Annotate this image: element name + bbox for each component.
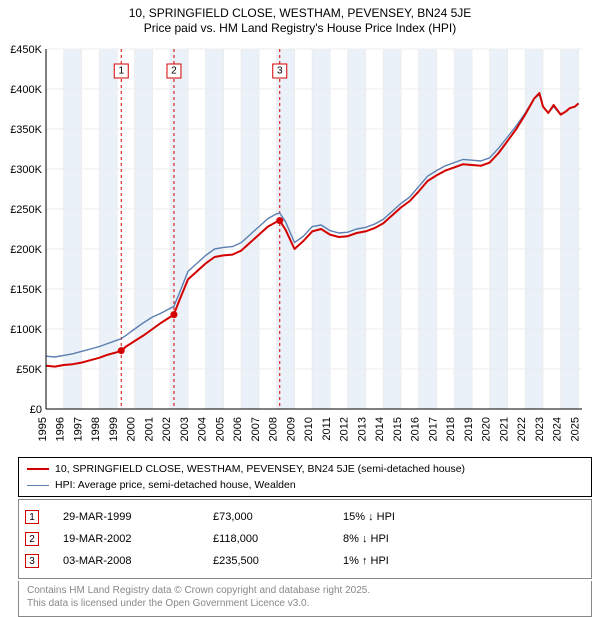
footer-attribution: Contains HM Land Registry data © Crown c… (18, 581, 592, 617)
svg-text:2009: 2009 (285, 417, 297, 441)
svg-text:1995: 1995 (37, 417, 49, 441)
svg-text:2019: 2019 (463, 417, 475, 441)
svg-text:2020: 2020 (481, 417, 493, 441)
chart-title-line2: Price paid vs. HM Land Registry's House … (0, 21, 600, 35)
legend-item-hpi: HPI: Average price, semi-detached house,… (27, 477, 583, 493)
svg-text:£250K: £250K (10, 204, 42, 216)
svg-text:2014: 2014 (374, 417, 386, 441)
svg-text:2000: 2000 (126, 417, 138, 441)
svg-text:£200K: £200K (10, 244, 42, 256)
marker-price-2: £118,000 (213, 533, 343, 545)
svg-text:2024: 2024 (552, 417, 564, 441)
marker-date-2: 19-MAR-2002 (63, 533, 213, 545)
marker-price-3: £235,500 (213, 555, 343, 567)
footer-line1: Contains HM Land Registry data © Crown c… (27, 585, 583, 598)
chart-area: £0 £50K £100K £150K £200K £250K £300K £350K £400… (0, 35, 600, 455)
svg-text:2013: 2013 (356, 417, 368, 441)
svg-text:2017: 2017 (427, 417, 439, 441)
svg-text:1: 1 (118, 66, 124, 77)
svg-text:2008: 2008 (268, 417, 280, 441)
marker-date-3: 03-MAR-2008 (63, 555, 213, 567)
svg-text:£100K: £100K (10, 324, 42, 336)
svg-text:2016: 2016 (410, 417, 422, 441)
chart-title-line1: 10, SPRINGFIELD CLOSE, WESTHAM, PEVENSEY… (0, 6, 600, 20)
svg-text:1999: 1999 (108, 417, 120, 441)
svg-text:2010: 2010 (303, 417, 315, 441)
svg-text:2: 2 (171, 66, 177, 77)
legend-swatch-hpi (27, 485, 49, 486)
svg-text:2018: 2018 (445, 417, 457, 441)
svg-text:1998: 1998 (90, 417, 102, 441)
svg-text:£300K: £300K (10, 164, 42, 176)
line-chart-svg: £0 £50K £100K £150K £200K £250K £300K £350K £400… (0, 35, 600, 455)
marker-delta-3: 1% ↑ HPI (343, 555, 443, 567)
svg-text:£50K: £50K (16, 364, 42, 376)
svg-text:2007: 2007 (250, 417, 262, 441)
marker-badge-3: 3 (25, 554, 39, 568)
svg-text:2025: 2025 (569, 417, 581, 441)
legend: 10, SPRINGFIELD CLOSE, WESTHAM, PEVENSEY… (18, 457, 592, 497)
svg-text:2022: 2022 (516, 417, 528, 441)
marker-date-1: 29-MAR-1999 (63, 511, 213, 523)
marker-delta-1: 15% ↓ HPI (343, 511, 443, 523)
marker-badge-1: 1 (25, 510, 39, 524)
svg-text:3: 3 (277, 66, 283, 77)
marker-row-2: 2 19-MAR-2002 £118,000 8% ↓ HPI (25, 528, 583, 550)
svg-text:2003: 2003 (179, 417, 191, 441)
svg-text:2015: 2015 (392, 417, 404, 441)
svg-text:2004: 2004 (197, 417, 209, 441)
footer-line2: This data is licensed under the Open Gov… (27, 598, 583, 611)
svg-text:£350K: £350K (10, 124, 42, 136)
marker-badge-2: 2 (25, 532, 39, 546)
svg-text:2021: 2021 (498, 417, 510, 441)
legend-label-property: 10, SPRINGFIELD CLOSE, WESTHAM, PEVENSEY… (55, 463, 465, 475)
svg-text:2005: 2005 (214, 417, 226, 441)
legend-label-hpi: HPI: Average price, semi-detached house,… (55, 479, 296, 491)
svg-text:£450K: £450K (10, 44, 42, 56)
svg-text:2006: 2006 (232, 417, 244, 441)
svg-text:£150K: £150K (10, 284, 42, 296)
svg-text:£0: £0 (30, 404, 42, 416)
svg-text:2023: 2023 (534, 417, 546, 441)
svg-text:1997: 1997 (72, 417, 84, 441)
marker-row-1: 1 29-MAR-1999 £73,000 15% ↓ HPI (25, 506, 583, 528)
svg-text:2002: 2002 (161, 417, 173, 441)
marker-delta-2: 8% ↓ HPI (343, 533, 443, 545)
svg-text:2001: 2001 (143, 417, 155, 441)
svg-text:1996: 1996 (55, 417, 67, 441)
marker-price-1: £73,000 (213, 511, 343, 523)
svg-text:£400K: £400K (10, 84, 42, 96)
marker-table: 1 29-MAR-1999 £73,000 15% ↓ HPI 2 19-MAR… (18, 499, 592, 579)
marker-row-3: 3 03-MAR-2008 £235,500 1% ↑ HPI (25, 550, 583, 572)
legend-item-property: 10, SPRINGFIELD CLOSE, WESTHAM, PEVENSEY… (27, 461, 583, 477)
legend-swatch-property (27, 468, 49, 470)
svg-text:2011: 2011 (321, 417, 333, 441)
svg-text:2012: 2012 (339, 417, 351, 441)
